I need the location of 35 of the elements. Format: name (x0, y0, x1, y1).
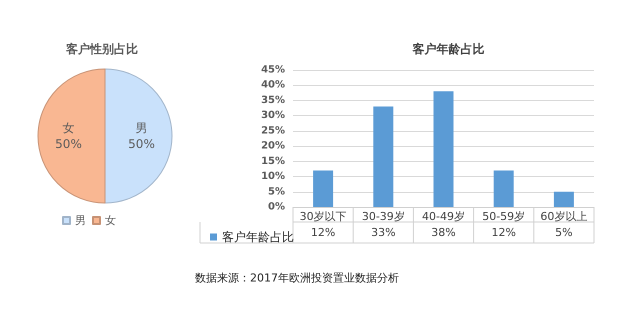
bar (434, 91, 454, 207)
x-tick-label: 50-59岁 (482, 210, 526, 223)
chart-title: 客户性别占比 (65, 42, 138, 56)
x-tick-label: 30岁以下 (300, 210, 347, 223)
bar (313, 170, 334, 207)
data-label: 50% (128, 137, 155, 151)
y-tick-label: 35% (261, 94, 285, 106)
bar (554, 192, 574, 207)
x-tick-label: 40-49岁 (422, 210, 465, 223)
data-label: 50% (55, 137, 82, 151)
data-label: 12% (491, 226, 516, 239)
data-label: 38% (431, 226, 456, 239)
bar (373, 106, 394, 207)
y-tick-label: 10% (261, 171, 285, 182)
legend-label: 女 (105, 214, 116, 227)
legend-label: 客户年龄占比 (222, 230, 294, 244)
slice-label: 男 (136, 121, 148, 135)
y-tick-label: 5% (268, 186, 285, 198)
legend-label: 男 (75, 214, 86, 227)
x-tick-label: 30-39岁 (362, 210, 405, 223)
y-tick-label: 15% (261, 156, 285, 167)
source-note: 数据来源：2017年欧洲投资置业数据分析 (195, 272, 399, 284)
data-label: 12% (310, 226, 336, 239)
chart-title: 客户年龄占比 (412, 42, 484, 56)
x-tick-label: 60岁以上 (540, 210, 588, 223)
y-tick-label: 45% (261, 64, 285, 76)
y-tick-label: 25% (261, 125, 285, 136)
slice-label: 女 (62, 121, 74, 135)
bar (494, 170, 514, 207)
data-label: 5% (555, 226, 573, 239)
y-tick-label: 0% (268, 202, 285, 212)
y-tick-label: 30% (261, 110, 285, 122)
y-tick-label: 20% (261, 140, 285, 152)
data-label: 33% (371, 226, 396, 239)
y-tick-label: 40% (261, 80, 285, 91)
